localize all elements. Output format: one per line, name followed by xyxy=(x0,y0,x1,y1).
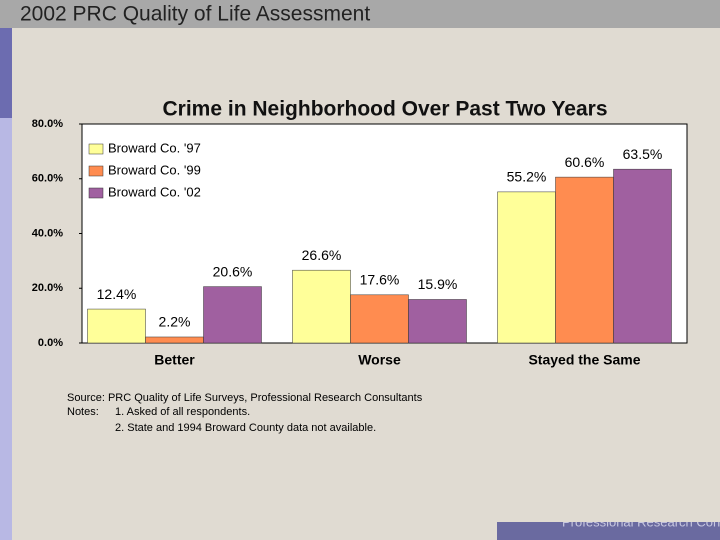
value-label: 55.2% xyxy=(507,169,547,185)
header-title: 2002 PRC Quality of Life Assessment xyxy=(20,3,370,26)
footer-brand: Professional Research Consultants xyxy=(562,514,720,529)
y-tick-label: 80.0% xyxy=(32,118,63,130)
bar xyxy=(350,294,409,344)
y-tick-label: 0.0% xyxy=(38,337,63,349)
side-strip xyxy=(0,28,12,118)
source-note: Source: PRC Quality of Life Surveys, Pro… xyxy=(67,392,423,404)
bar xyxy=(292,269,351,344)
value-label: 12.4% xyxy=(97,286,137,302)
legend-label: Broward Co. '97 xyxy=(108,140,201,155)
y-tick-label: 20.0% xyxy=(32,282,63,294)
x-tick-label: Worse xyxy=(358,352,401,368)
legend-label: Broward Co. '02 xyxy=(108,184,201,199)
value-label: 2.2% xyxy=(159,314,191,330)
x-tick-label: Stayed the Same xyxy=(528,352,640,368)
value-label: 15.9% xyxy=(418,276,458,292)
x-tick-label: Better xyxy=(154,352,195,368)
bar xyxy=(203,286,262,344)
y-tick-label: 40.0% xyxy=(32,227,63,239)
header-bar xyxy=(0,0,720,28)
value-label: 26.6% xyxy=(302,247,342,263)
value-label: 60.6% xyxy=(565,154,605,170)
legend-swatch xyxy=(88,165,104,177)
value-label: 20.6% xyxy=(213,263,253,279)
bar xyxy=(555,176,614,344)
bar xyxy=(497,191,556,344)
bar xyxy=(87,308,146,344)
chart-title: Crime in Neighborhood Over Past Two Year… xyxy=(163,98,608,121)
legend-swatch xyxy=(88,187,104,199)
bar xyxy=(408,299,467,344)
legend-label: Broward Co. '99 xyxy=(108,162,201,177)
footer-bar xyxy=(497,522,720,540)
value-label: 63.5% xyxy=(623,146,663,162)
bar xyxy=(145,336,204,344)
legend-swatch xyxy=(88,143,104,155)
y-tick-label: 60.0% xyxy=(32,173,63,185)
side-strip xyxy=(0,118,12,540)
notes-label: Notes: xyxy=(67,406,99,418)
note: 2. State and 1994 Broward County data no… xyxy=(115,422,376,434)
note: 1. Asked of all respondents. xyxy=(115,406,250,418)
value-label: 17.6% xyxy=(360,272,400,288)
bar xyxy=(613,168,672,344)
